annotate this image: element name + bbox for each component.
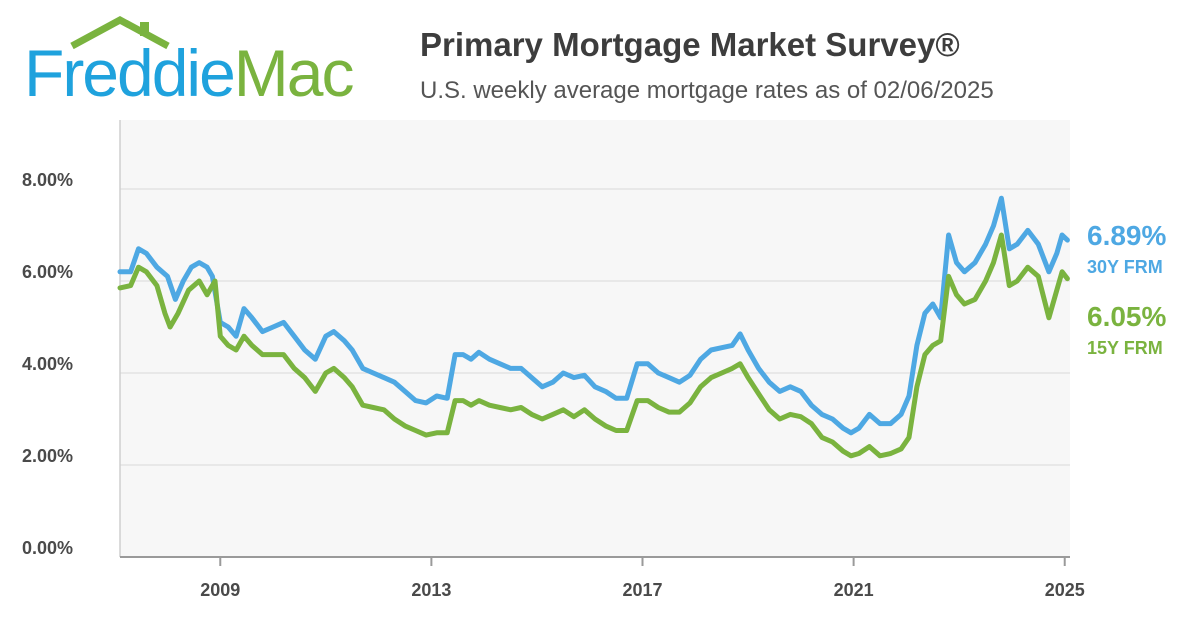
series-label-15y: 15Y FRM <box>1087 338 1163 358</box>
current-value-15y: 6.05% <box>1087 301 1166 332</box>
x-tick-label: 2021 <box>834 580 874 600</box>
x-tick-label: 2009 <box>200 580 240 600</box>
chart-title: Primary Mortgage Market Survey® <box>420 26 960 63</box>
y-tick-label: 8.00% <box>22 170 73 190</box>
y-tick-label: 4.00% <box>22 354 73 374</box>
house-roof-icon <box>70 16 170 50</box>
y-tick-label: 6.00% <box>22 262 73 282</box>
logo-text-mac: Mac <box>233 36 355 110</box>
logo-wordmark: FreddieMac <box>24 40 354 106</box>
series-line-30y-frm <box>117 195 1070 436</box>
x-tick-label: 2025 <box>1045 580 1085 600</box>
y-tick-label: 2.00% <box>22 446 73 466</box>
series-label-30y: 30Y FRM <box>1087 257 1163 277</box>
chart-subtitle: U.S. weekly average mortgage rates as of… <box>420 77 994 104</box>
x-tick-label: 2017 <box>622 580 662 600</box>
series-line-15y-frm <box>117 232 1070 459</box>
y-tick-label: 0.00% <box>22 538 73 558</box>
plot-area <box>120 120 1070 557</box>
logo-text-freddie: Freddie <box>24 36 236 110</box>
current-value-30y: 6.89% <box>1087 220 1166 251</box>
freddie-mac-logo: FreddieMac <box>22 16 382 106</box>
x-tick-label: 2013 <box>411 580 451 600</box>
